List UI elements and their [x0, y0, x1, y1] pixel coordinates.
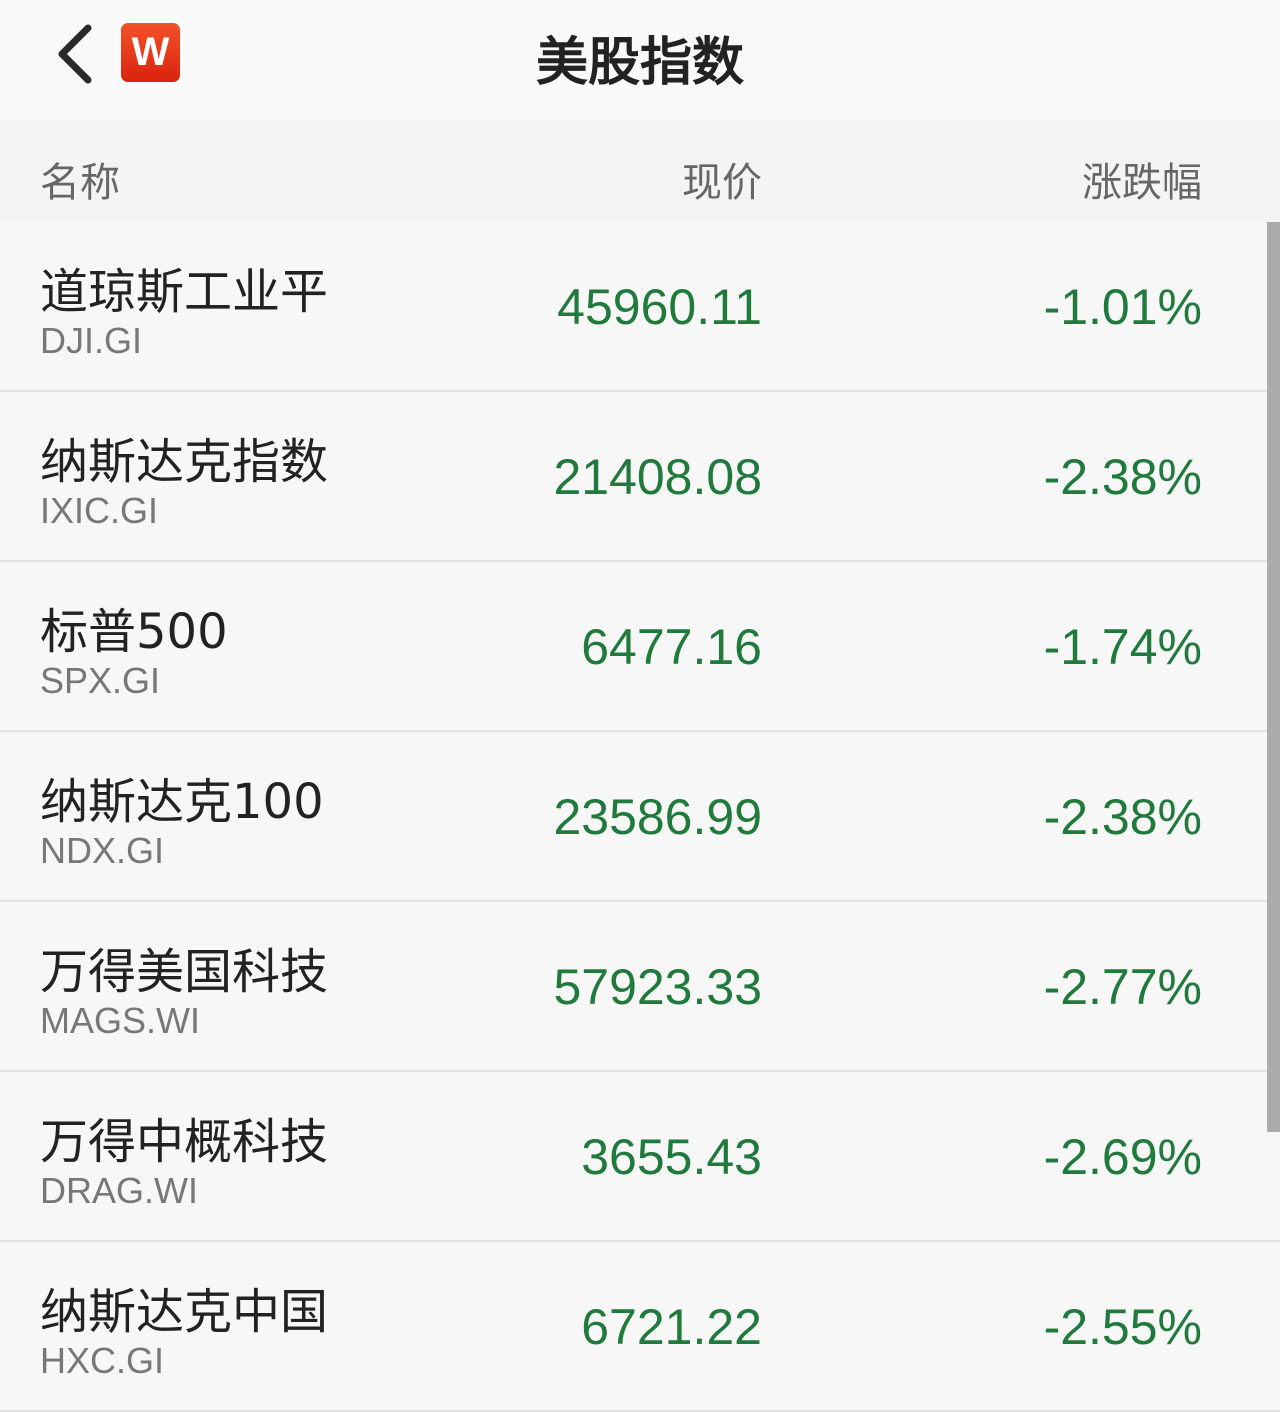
- index-code: NDX.GI: [40, 830, 165, 871]
- wind-logo: W: [121, 23, 180, 82]
- index-name: 万得中概科技: [40, 1114, 329, 1170]
- index-change: -1.01%: [1043, 279, 1202, 335]
- index-change: -2.69%: [1043, 1129, 1202, 1185]
- index-name: 纳斯达克指数: [40, 434, 329, 490]
- index-code: IXIC.GI: [40, 490, 159, 531]
- index-price: 21408.08: [553, 449, 762, 505]
- scrollbar[interactable]: [1267, 222, 1280, 1132]
- index-price: 6721.22: [581, 1299, 762, 1355]
- table-row[interactable]: 万得中概科技 DRAG.WI 3655.43 -2.69%: [0, 1072, 1280, 1242]
- index-change: -2.55%: [1043, 1299, 1202, 1355]
- index-code: SPX.GI: [40, 660, 161, 701]
- index-code: DJI.GI: [40, 320, 143, 361]
- column-price[interactable]: 现价: [682, 160, 762, 206]
- index-name: 万得美国科技: [40, 944, 329, 1000]
- column-name: 名称: [40, 160, 120, 206]
- index-price: 23586.99: [553, 789, 762, 845]
- table-row[interactable]: 纳斯达克100 NDX.GI 23586.99 -2.38%: [0, 732, 1280, 902]
- index-price: 45960.11: [557, 279, 762, 335]
- index-name: 道琼斯工业平: [40, 264, 329, 320]
- index-code: HXC.GI: [40, 1340, 165, 1381]
- table-row[interactable]: 纳斯达克中国 HXC.GI 6721.22 -2.55%: [0, 1242, 1280, 1412]
- column-change[interactable]: 涨跌幅: [1082, 160, 1202, 206]
- index-name: 纳斯达克100: [40, 774, 324, 830]
- index-price: 6477.16: [581, 619, 762, 675]
- index-code: DRAG.WI: [40, 1170, 198, 1211]
- index-name: 标普500: [40, 604, 228, 660]
- index-name: 纳斯达克中国: [40, 1284, 329, 1340]
- logo-text: W: [131, 30, 170, 74]
- index-change: -1.74%: [1043, 619, 1202, 675]
- index-price: 3655.43: [581, 1129, 762, 1185]
- table-row[interactable]: 标普500 SPX.GI 6477.16 -1.74%: [0, 562, 1280, 732]
- page-title: 美股指数: [535, 33, 744, 93]
- table-row[interactable]: 纳斯达克指数 IXIC.GI 21408.08 -2.38%: [0, 392, 1280, 562]
- index-code: MAGS.WI: [40, 1000, 200, 1041]
- index-change: -2.77%: [1043, 959, 1202, 1015]
- back-button[interactable]: [52, 22, 102, 86]
- table-row[interactable]: 道琼斯工业平 DJI.GI 45960.11 -1.01%: [0, 222, 1280, 392]
- index-change: -2.38%: [1043, 449, 1202, 505]
- top-bar: W 美股指数: [0, 0, 1280, 118]
- table-row[interactable]: 万得美国科技 MAGS.WI 57923.33 -2.77%: [0, 902, 1280, 1072]
- column-header: 名称 现价 涨跌幅: [0, 120, 1280, 222]
- index-price: 57923.33: [553, 959, 762, 1015]
- index-change: -2.38%: [1043, 789, 1202, 845]
- chevron-left-icon: [58, 24, 92, 84]
